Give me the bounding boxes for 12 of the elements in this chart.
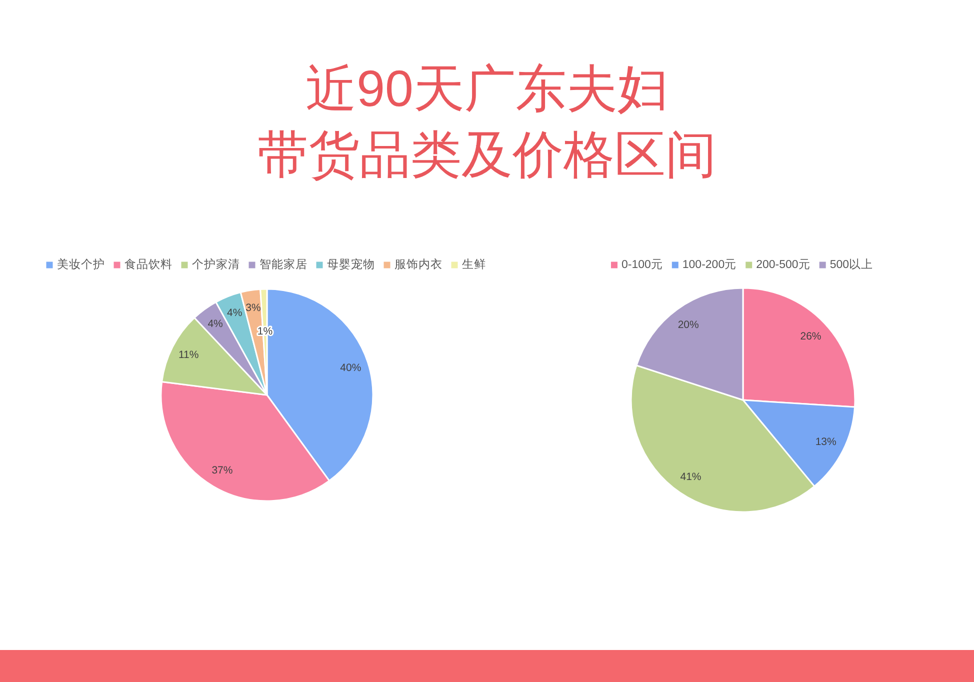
legend-label: 100-200元 (682, 258, 737, 271)
legend-label: 母婴宠物 (326, 257, 375, 271)
legend-label: 食品饮料 (124, 258, 172, 271)
legend-label: 个护家清 (192, 257, 240, 271)
legend-label: 200-500元 (756, 258, 810, 271)
legend-label: 美妆个护 (56, 257, 105, 271)
legend-label: 500以上 (830, 258, 874, 271)
legend-label: 服饰内衣 (394, 257, 442, 271)
legend-label: 0-100元 (621, 258, 663, 271)
legend-label: 智能家居 (259, 257, 308, 271)
title: 近90天广东夫妇带货品类及价格区间 (258, 60, 716, 183)
legend-label: 生鲜 (462, 258, 486, 271)
